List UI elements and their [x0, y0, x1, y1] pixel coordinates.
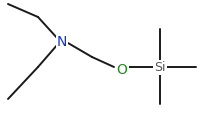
Text: N: N: [57, 35, 67, 49]
Text: O: O: [117, 62, 128, 76]
Text: Si: Si: [154, 61, 166, 74]
